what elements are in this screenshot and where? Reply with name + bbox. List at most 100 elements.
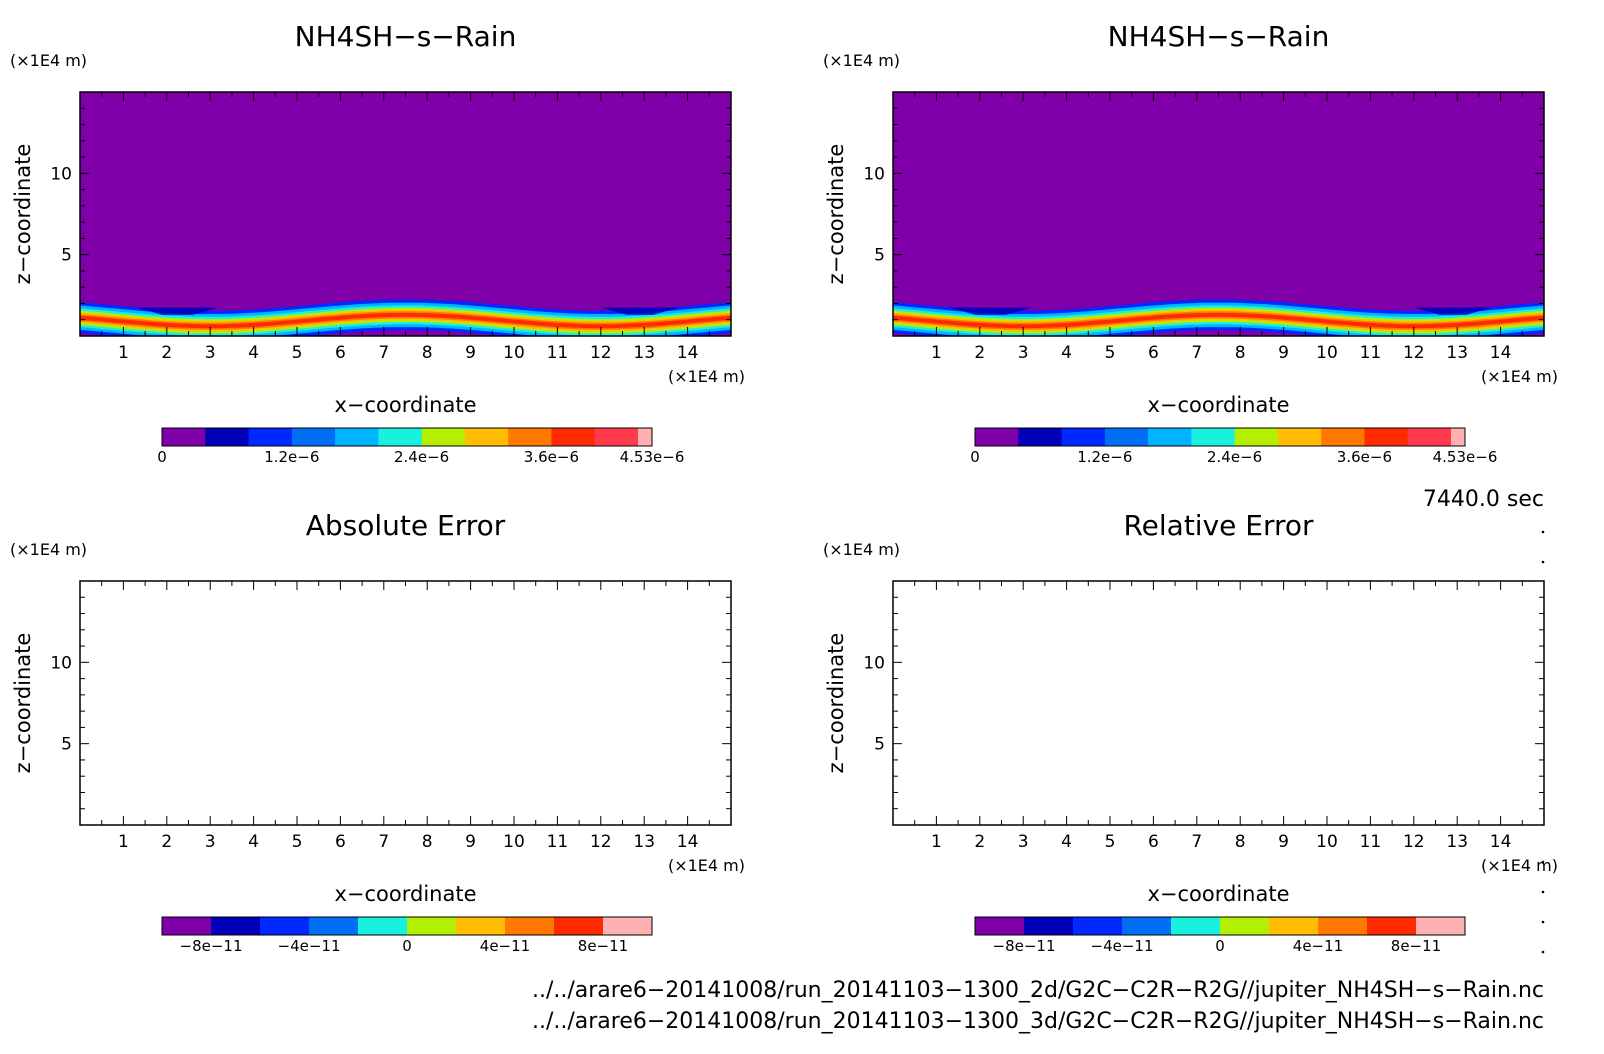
colorbar: 0 1.2e−6 2.4e−6 3.6e−6 4.53e−6: [157, 427, 684, 466]
colorbar-segment: [421, 428, 466, 446]
x-tick-label: 1: [118, 832, 129, 852]
separator-dot: [1541, 890, 1545, 894]
colorbar-tick-label: 4e−11: [1293, 937, 1343, 955]
x-tick-label: 11: [547, 832, 569, 852]
colorbar-tick-label: 3.6e−6: [524, 448, 579, 466]
x-unit-label: (×1E4 m): [1481, 856, 1558, 875]
x-tick-label: 6: [1148, 343, 1159, 363]
colorbar-segment: [1367, 917, 1417, 935]
y-unit-label: (×1E4 m): [10, 51, 87, 70]
x-tick-label: 14: [1490, 832, 1512, 852]
colorbar-segment: [211, 917, 261, 935]
colorbar-tick-label: 8e−11: [578, 937, 628, 955]
colorbar-segment: [260, 917, 310, 935]
x-tick-label: 12: [590, 343, 612, 363]
y-tick-label: 10: [50, 653, 72, 673]
separator-dot: [1541, 860, 1545, 864]
contour-wing-2: [600, 307, 679, 315]
x-tick-label: 3: [1018, 343, 1029, 363]
y-tick-label: 10: [50, 164, 72, 184]
colorbar-segment: [1191, 428, 1236, 446]
colorbar-segment: [1416, 917, 1466, 935]
field-background: [80, 92, 731, 336]
panel-3: Absolute Error(×1E4 m)1 2 3 4 5 6 7 8 9 10 11 12 13 1…: [10, 509, 745, 955]
x-tick-label: 7: [378, 832, 389, 852]
colorbar-segment: [162, 917, 212, 935]
colorbar-tick-label: −4e−11: [1091, 937, 1154, 955]
colorbar-segment: [1220, 917, 1270, 935]
x-tick-label: 2: [974, 832, 985, 852]
colorbar-segment: [1104, 428, 1149, 446]
x-tick-label: 8: [422, 832, 433, 852]
x-tick-label: 1: [931, 343, 942, 363]
colorbar-segment: [456, 917, 506, 935]
x-tick-label: 10: [503, 343, 525, 363]
panel-title: NH4SH−s−Rain: [1108, 20, 1330, 53]
panel-title: NH4SH−s−Rain: [295, 20, 517, 53]
y-tick-label: 5: [61, 735, 72, 755]
panel-1: NH4SH−s−Rain(×1E4 m)1 2 3 4 5 6 7 8 9 10 11 12 13 145…: [10, 20, 745, 466]
x-unit-label: (×1E4 m): [668, 367, 745, 386]
colorbar-tick-label: 2.4e−6: [394, 448, 449, 466]
colorbar-segment: [638, 428, 652, 446]
colorbar-tick-label: 0: [402, 937, 412, 955]
x-tick-label: 14: [677, 343, 699, 363]
colorbar-segment: [378, 428, 423, 446]
x-tick-label: 12: [1403, 343, 1425, 363]
y-axis-label: z−coordinate: [11, 633, 35, 774]
x-tick-label: 8: [1235, 832, 1246, 852]
colorbar-segment: [1122, 917, 1172, 935]
x-tick-label: 3: [205, 832, 216, 852]
x-tick-label: 10: [1316, 343, 1338, 363]
colorbar-segment: [1407, 428, 1452, 446]
x-tick-label: 13: [633, 832, 655, 852]
y-unit-label: (×1E4 m): [10, 540, 87, 559]
contour-band-7: [80, 312, 731, 329]
x-tick-label: 4: [248, 343, 259, 363]
y-axis-label: z−coordinate: [11, 144, 35, 285]
colorbar-frame: [161, 916, 653, 936]
x-tick-label: 8: [422, 343, 433, 363]
colorbar-frame: [974, 916, 1466, 936]
colorbar-tick-label: −4e−11: [278, 937, 341, 955]
colorbar-segment: [1018, 428, 1063, 446]
x-tick-label: 8: [1235, 343, 1246, 363]
colorbar-segment: [1451, 428, 1465, 446]
panel-4: Relative Error(×1E4 m)1 2 3 4 5 6 7 8 9 10 11 12 13 1…: [823, 509, 1558, 955]
rain-layer: [80, 299, 731, 336]
colorbar-tick-label: 0: [1215, 937, 1225, 955]
x-axis-label: x−coordinate: [1147, 882, 1289, 906]
x-tick-label: 3: [205, 343, 216, 363]
colorbar-segment: [1171, 917, 1221, 935]
colorbar-segment: [975, 428, 1019, 446]
colorbar-tick-label: −8e−11: [993, 937, 1056, 955]
colorbar-segment: [248, 428, 293, 446]
x-tick-label: 1: [931, 832, 942, 852]
colorbar-segment: [1277, 428, 1322, 446]
colorbar-segment: [603, 917, 653, 935]
colorbar-tick-label: 1.2e−6: [1077, 448, 1132, 466]
x-tick-label: 10: [1316, 832, 1338, 852]
x-unit-label: (×1E4 m): [1481, 367, 1558, 386]
panel-title: Relative Error: [1123, 509, 1314, 542]
x-tick-label: 14: [677, 832, 699, 852]
x-tick-label: 13: [1446, 343, 1468, 363]
y-tick-label: 5: [874, 735, 885, 755]
x-tick-label: 9: [465, 832, 476, 852]
separator-dot: [1541, 530, 1545, 534]
colorbar-tick-label: 0: [157, 448, 167, 466]
colorbar-segment: [505, 917, 555, 935]
x-tick-label: 7: [1191, 343, 1202, 363]
plot-frame: [892, 580, 1545, 826]
x-tick-label: 12: [590, 832, 612, 852]
x-axis-label: x−coordinate: [334, 393, 476, 417]
x-tick-label: 1: [118, 343, 129, 363]
field-background: [893, 92, 1544, 336]
colorbar-segment: [1318, 917, 1368, 935]
x-tick-label: 6: [335, 343, 346, 363]
colorbar-frame: [974, 427, 1466, 447]
x-tick-label: 4: [1061, 343, 1072, 363]
x-tick-label: 2: [161, 343, 172, 363]
x-tick-label: 11: [1360, 832, 1382, 852]
